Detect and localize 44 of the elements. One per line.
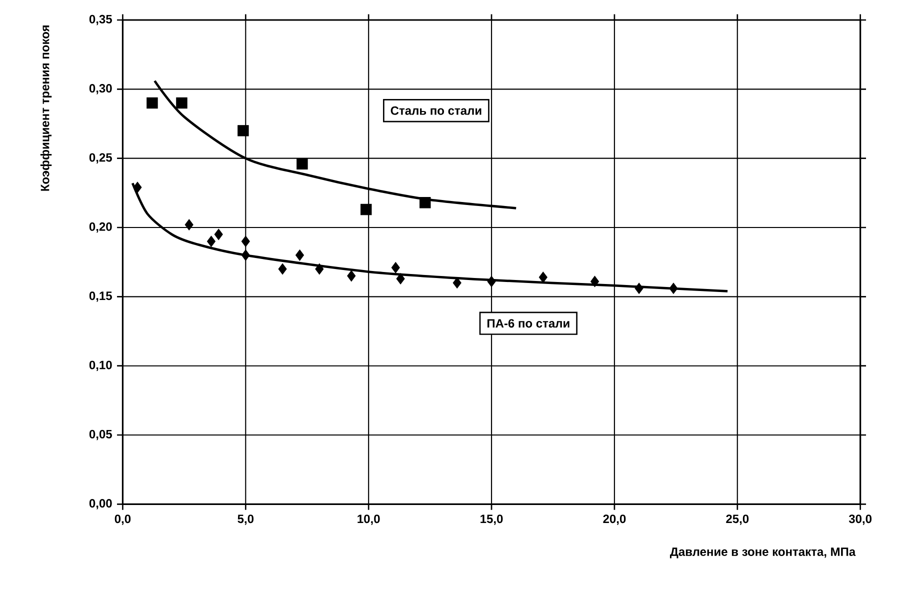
- y-axis-title: Коэффициент трения покоя: [40, 25, 52, 191]
- x-axis-title: Давление в зоне контакта, МПа: [670, 548, 856, 558]
- point: [315, 263, 324, 275]
- point: [420, 196, 431, 208]
- x-tick-label: 10,0: [358, 514, 380, 525]
- text: ПА-6 по стали: [487, 318, 570, 328]
- point: [590, 276, 600, 287]
- y-tick-label: 0,25: [89, 153, 112, 164]
- point: [133, 182, 142, 193]
- point: [360, 204, 372, 216]
- y-tick-label: 0,05: [89, 430, 112, 440]
- y-tick-label: 0,10: [89, 360, 112, 371]
- x-tick-label: 30,0: [848, 514, 872, 525]
- point: [214, 228, 223, 240]
- x-tick-label: 15,0: [480, 514, 503, 525]
- point: [487, 276, 496, 287]
- point: [241, 236, 250, 247]
- point: [669, 282, 678, 294]
- y-tick-label: 0,15: [89, 291, 112, 302]
- line-series: [131, 182, 729, 292]
- point: [241, 249, 250, 261]
- y-tick-label: 0,20: [89, 222, 112, 233]
- point: [391, 262, 400, 274]
- point: [146, 97, 158, 108]
- point: [538, 272, 548, 283]
- x-tick-label: 20,0: [603, 514, 626, 525]
- point: [347, 270, 356, 282]
- x-tick-label: 25,0: [726, 514, 749, 525]
- point: [278, 263, 287, 275]
- x-tick-label: 5,0: [238, 514, 254, 525]
- point: [295, 249, 304, 261]
- point: [634, 282, 644, 294]
- y-tick-label: 0,00: [89, 498, 112, 510]
- y-tick-label: 0,30: [89, 84, 112, 94]
- line-series: [153, 80, 518, 210]
- point: [176, 97, 188, 108]
- point: [206, 236, 216, 247]
- y-tick-label: 0,35: [89, 14, 112, 26]
- point: [184, 219, 194, 230]
- point: [238, 124, 249, 136]
- point: [396, 272, 405, 284]
- text: Сталь по стали: [390, 106, 482, 115]
- point: [296, 158, 308, 170]
- x-tick-label: 0,0: [114, 514, 131, 525]
